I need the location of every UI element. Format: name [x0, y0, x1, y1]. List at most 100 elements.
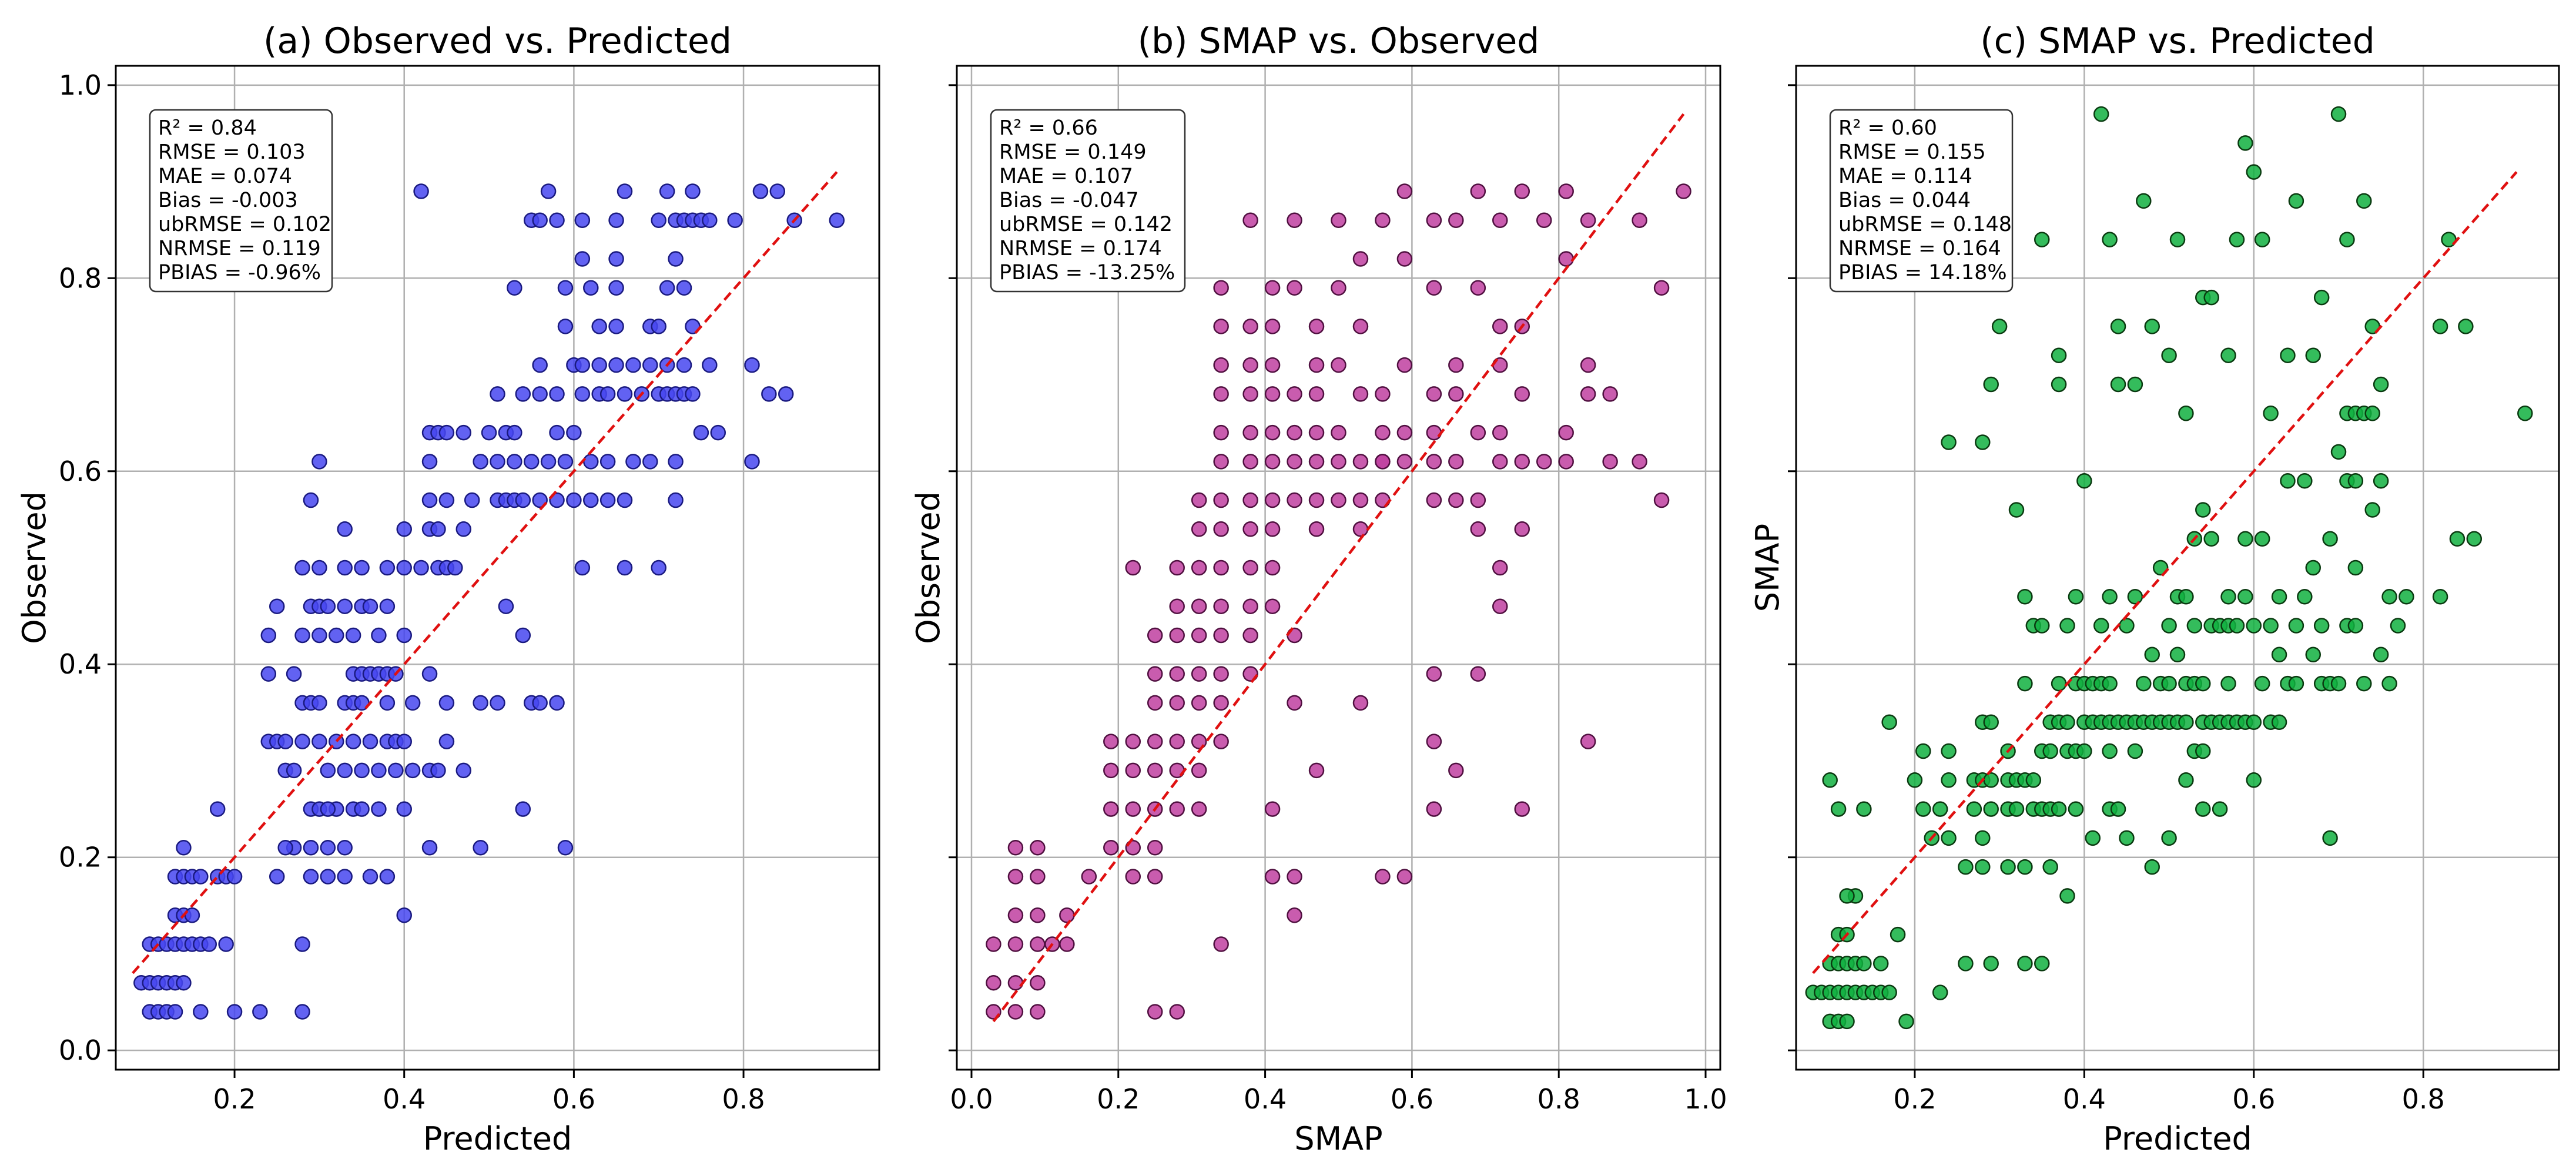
scatter-point	[1492, 560, 1508, 576]
scatter-point	[2161, 830, 2177, 846]
scatter-point	[2271, 714, 2287, 731]
scatter-point	[1308, 386, 1325, 402]
scatter-point	[2144, 647, 2160, 663]
scatter-point	[2017, 675, 2033, 692]
scatter-point	[1932, 801, 1948, 817]
scatter-point	[2152, 560, 2169, 576]
scatter-point	[1287, 869, 1302, 885]
scatter-point	[345, 733, 361, 749]
scatter-point	[396, 560, 412, 576]
scatter-point	[1308, 357, 1325, 373]
scatter-point	[2093, 618, 2109, 634]
scatter-point	[1030, 974, 1046, 991]
scatter-point	[1264, 598, 1281, 614]
scatter-point	[2381, 589, 2397, 605]
scatter-point	[2297, 473, 2313, 489]
scatter-point	[659, 183, 675, 199]
stat-line: NRMSE = 0.174	[999, 237, 1162, 260]
scatter-point	[320, 840, 336, 856]
scatter-point	[438, 695, 455, 711]
scatter-point	[2246, 772, 2262, 788]
scatter-point	[286, 666, 302, 682]
x-tick-label: 1.0	[1684, 1083, 1727, 1115]
scatter-point	[1602, 454, 1618, 470]
scatter-point	[481, 424, 497, 441]
scatter-point	[1983, 801, 1999, 817]
scatter-point	[1352, 454, 1369, 470]
scatter-point	[2025, 772, 2042, 788]
scatter-point	[1580, 733, 1596, 749]
scatter-point	[1213, 627, 1229, 644]
scatter-point	[2288, 193, 2304, 209]
scatter-point	[1352, 319, 1369, 334]
x-tick-label: 0.2	[1893, 1083, 1936, 1115]
scatter-point	[303, 840, 319, 856]
scatter-point	[1514, 454, 1530, 470]
scatter-point	[693, 424, 709, 441]
scatter-point	[2517, 405, 2533, 421]
scatter-point	[1169, 1004, 1185, 1020]
scatter-point	[320, 762, 336, 779]
scatter-point	[599, 386, 616, 402]
scatter-point	[1103, 840, 1119, 856]
scatter-point	[337, 521, 353, 537]
scatter-point	[413, 183, 429, 199]
scatter-point	[1308, 454, 1325, 470]
scatter-point	[608, 280, 624, 296]
scatter-point	[1213, 454, 1229, 470]
scatter-point	[625, 454, 641, 470]
scatter-point	[1147, 733, 1163, 749]
scatter-point	[2076, 473, 2092, 489]
scatter-point	[1966, 801, 1982, 817]
scatter-point	[1213, 492, 1229, 508]
scatter-point	[1081, 869, 1097, 885]
scatter-point	[277, 733, 293, 749]
scatter-point	[1448, 212, 1464, 229]
scatter-point	[176, 840, 192, 856]
scatter-point	[2220, 675, 2236, 692]
scatter-point	[583, 280, 599, 296]
scatter-point	[2364, 405, 2380, 421]
chart-panel-1: 0.0 0.2 0.4 0.6 0.8 1.0 (b) SMAP vs. Observed S…	[910, 21, 1727, 1157]
scatter-point	[557, 454, 574, 470]
scatter-point	[608, 357, 624, 373]
scatter-point	[617, 386, 633, 402]
scatter-point	[2186, 618, 2203, 634]
scatter-point	[1983, 714, 1999, 731]
scatter-point	[507, 280, 522, 296]
scatter-point	[1941, 772, 1957, 788]
scatter-point	[2110, 801, 2126, 817]
scatter-point	[1536, 454, 1552, 470]
scatter-point	[337, 869, 353, 885]
scatter-point	[1396, 357, 1413, 373]
scatter-point	[464, 492, 480, 508]
scatter-point	[269, 598, 285, 614]
scatter-point	[1331, 454, 1346, 470]
scatter-point	[2203, 289, 2219, 306]
scatter-point	[2093, 106, 2109, 122]
scatter-point	[778, 386, 794, 402]
y-tick-label: 0.8	[59, 262, 102, 294]
scatter-point	[1242, 598, 1258, 614]
scatter-point	[1213, 280, 1229, 296]
scatter-point	[1287, 454, 1302, 470]
scatter-point	[676, 280, 692, 296]
scatter-point	[260, 627, 277, 644]
scatter-point	[1169, 733, 1185, 749]
scatter-point	[1470, 492, 1486, 508]
scatter-point	[303, 492, 319, 508]
scatter-point	[379, 560, 396, 576]
scatter-point	[986, 974, 1001, 991]
scatter-point	[617, 183, 633, 199]
scatter-point	[2034, 618, 2050, 634]
scatter-point	[1331, 280, 1346, 296]
scatter-point	[532, 357, 548, 373]
scatter-point	[2169, 647, 2186, 663]
scatter-point	[1103, 801, 1119, 817]
scatter-point	[1375, 424, 1391, 441]
x-axis-label: SMAP	[1294, 1120, 1382, 1157]
scatter-point	[311, 454, 327, 470]
scatter-points	[133, 183, 845, 1020]
scatter-point	[303, 869, 319, 885]
scatter-point	[1287, 907, 1302, 923]
